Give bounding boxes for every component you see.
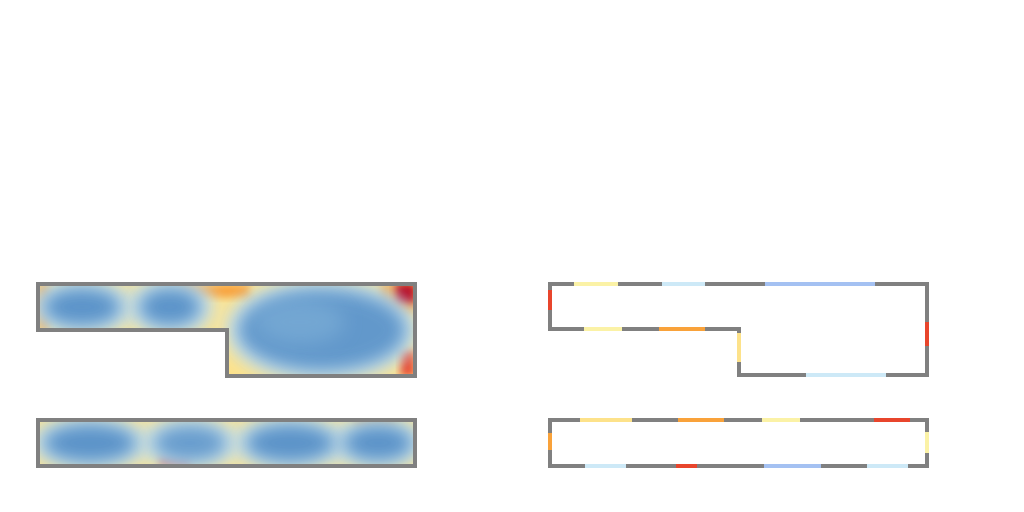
heat-cold-zone bbox=[152, 424, 228, 462]
heat-cold-zone bbox=[42, 423, 138, 463]
heat-cool-zone bbox=[255, 300, 345, 344]
upper-room-heatmap bbox=[38, 284, 415, 376]
upper-room-boundary-segments bbox=[548, 282, 929, 377]
heatmap-panel bbox=[36, 282, 417, 468]
lower-room-boundary-segments bbox=[548, 418, 929, 468]
heat-cold-zone bbox=[42, 287, 122, 327]
heat-cold-zone bbox=[342, 424, 414, 462]
heat-cold-zone bbox=[138, 287, 202, 327]
lower-room-heatmap bbox=[38, 420, 415, 466]
lower-room-wall bbox=[36, 418, 417, 468]
boundary-panel bbox=[548, 282, 929, 468]
upper-room-boundary bbox=[548, 282, 929, 377]
heat-cold-zone bbox=[244, 423, 336, 463]
heat-hotspot bbox=[395, 284, 415, 304]
lower-room-boundary bbox=[548, 418, 929, 468]
upper-room-wall bbox=[36, 282, 417, 378]
